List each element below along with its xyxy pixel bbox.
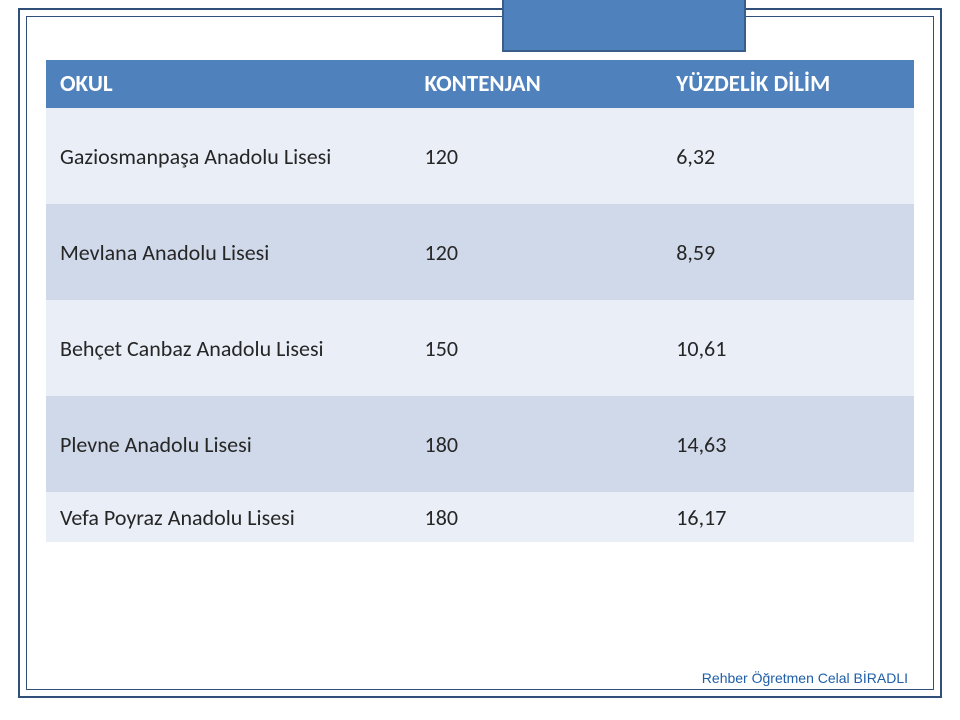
cell-quota: 120 — [411, 204, 663, 300]
cell-school: Plevne Anadolu Lisesi — [46, 396, 411, 492]
cell-percentile: 14,63 — [662, 396, 914, 492]
content-area: OKUL KONTENJAN YÜZDELİK DİLİM Gaziosmanp… — [46, 60, 914, 542]
cell-quota: 180 — [411, 492, 663, 542]
school-quota-table: OKUL KONTENJAN YÜZDELİK DİLİM Gaziosmanp… — [46, 60, 914, 542]
cell-school: Behçet Canbaz Anadolu Lisesi — [46, 300, 411, 396]
table-row: Behçet Canbaz Anadolu Lisesi 150 10,61 — [46, 300, 914, 396]
cell-school: Mevlana Anadolu Lisesi — [46, 204, 411, 300]
cell-quota: 180 — [411, 396, 663, 492]
cell-school: Gaziosmanpaşa Anadolu Lisesi — [46, 108, 411, 204]
cell-percentile: 10,61 — [662, 300, 914, 396]
cell-percentile: 16,17 — [662, 492, 914, 542]
footer-credit: Rehber Öğretmen Celal BİRADLI — [702, 670, 908, 686]
table-row: Vefa Poyraz Anadolu Lisesi 180 16,17 — [46, 492, 914, 542]
cell-percentile: 8,59 — [662, 204, 914, 300]
col-header-okul: OKUL — [46, 60, 411, 108]
cell-quota: 120 — [411, 108, 663, 204]
table-row: Gaziosmanpaşa Anadolu Lisesi 120 6,32 — [46, 108, 914, 204]
table-row: Plevne Anadolu Lisesi 180 14,63 — [46, 396, 914, 492]
table-row: Mevlana Anadolu Lisesi 120 8,59 — [46, 204, 914, 300]
cell-percentile: 6,32 — [662, 108, 914, 204]
top-decorative-box — [502, 0, 746, 52]
cell-quota: 150 — [411, 300, 663, 396]
table-header-row: OKUL KONTENJAN YÜZDELİK DİLİM — [46, 60, 914, 108]
col-header-kontenjan: KONTENJAN — [411, 60, 663, 108]
cell-school: Vefa Poyraz Anadolu Lisesi — [46, 492, 411, 542]
col-header-yuzdelik: YÜZDELİK DİLİM — [662, 60, 914, 108]
